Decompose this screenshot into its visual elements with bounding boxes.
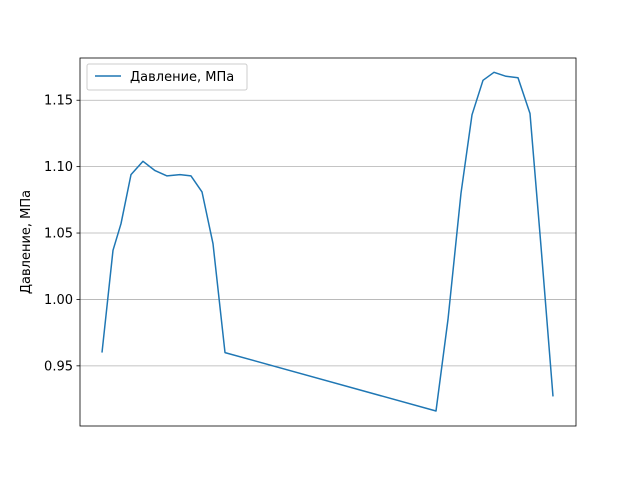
legend-box: [86, 63, 248, 91]
y-tick-label-2: 1.05: [44, 227, 73, 242]
plot-frame: [79, 57, 577, 427]
legend-label: Давление, МПа: [130, 70, 234, 85]
legend: Давление, МПа: [86, 63, 248, 91]
y-tick-label-4: 1.15: [44, 94, 73, 109]
y-axis-label: Давление, МПа: [19, 190, 34, 294]
y-axis-ticks: 0.95 1.00 1.05 1.10 1.15: [44, 94, 80, 374]
series-line-pressure: [101, 71, 554, 412]
y-tick-label-3: 1.10: [44, 160, 73, 175]
y-tick-label-0: 0.95: [44, 359, 73, 374]
grid-lines: [80, 99, 576, 367]
series-lines: [101, 71, 554, 412]
y-tick-label-1: 1.00: [44, 293, 73, 308]
